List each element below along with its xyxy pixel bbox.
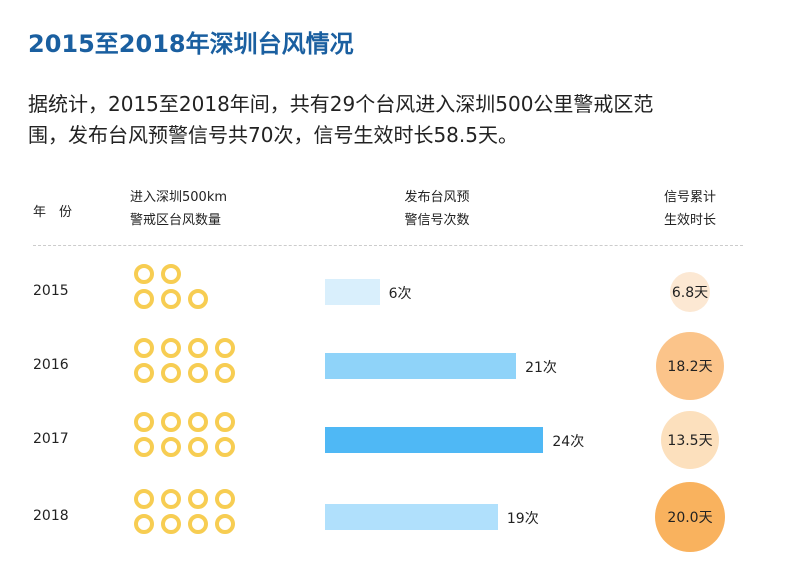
typhoon-icon [215, 437, 235, 457]
typhoon-icon [161, 338, 181, 358]
typhoon-icon [134, 338, 154, 358]
warning-bar-label: 19次 [506, 511, 539, 527]
typhoon-icon [215, 514, 235, 534]
header-warnings-line-2: 警信号次数 [404, 213, 470, 228]
typhoon-icon [134, 363, 154, 383]
header-duration: 信号累计 生效时长 [640, 186, 740, 232]
divider [33, 245, 743, 246]
header-typhoons: 进入深圳500km 警戒区台风数量 [130, 186, 227, 232]
typhoon-icon [134, 437, 154, 457]
typhoon-icon [188, 289, 208, 309]
duration-bubble: 13.5天 [661, 411, 719, 469]
duration-bubble: 6.8天 [670, 272, 710, 312]
typhoon-icon [161, 437, 181, 457]
header-duration-line-2: 生效时长 [663, 213, 716, 228]
year-label: 2016 [33, 357, 69, 373]
typhoon-icon [161, 514, 181, 534]
typhoon-icon [215, 489, 235, 509]
typhoon-icon [188, 412, 208, 432]
typhoon-icon [134, 264, 154, 284]
typhoon-icon [161, 412, 181, 432]
typhoon-icon [188, 489, 208, 509]
typhoon-icon [134, 412, 154, 432]
page-title: 2015至2018年深圳台风情况 [28, 30, 354, 58]
intro-line-1: 据统计，2015至2018年间，共有29个台风进入深圳500公里警戒区范 [28, 92, 654, 116]
typhoon-icon [188, 514, 208, 534]
warning-bar-label: 24次 [552, 434, 585, 450]
typhoon-icon [215, 338, 235, 358]
year-label: 2015 [33, 283, 69, 299]
warning-bar [325, 353, 517, 379]
typhoon-icon [188, 437, 208, 457]
header-typhoons-line-2: 警戒区台风数量 [130, 213, 222, 228]
warning-bar [325, 504, 498, 530]
warning-bar-label: 6次 [388, 286, 412, 302]
warning-bar-label: 21次 [525, 360, 557, 376]
typhoon-icon [215, 363, 235, 383]
typhoon-icon [161, 489, 181, 509]
typhoon-icon [134, 289, 154, 309]
typhoon-icon [161, 363, 181, 383]
header-typhoons-line-1: 进入深圳500km [130, 190, 228, 205]
duration-bubble: 18.2天 [656, 332, 724, 400]
typhoon-icon [188, 338, 208, 358]
header-year: 年 份 [33, 205, 73, 220]
typhoon-icon [161, 289, 181, 309]
typhoon-icon [161, 264, 181, 284]
header-duration-line-1: 信号累计 [663, 190, 716, 205]
intro-line-2: 围，发布台风预警信号共70次，信号生效时长58.5天。 [28, 123, 518, 147]
typhoon-icon [215, 412, 235, 432]
typhoon-icon [188, 363, 208, 383]
header-warnings-line-1: 发布台风预 [404, 190, 470, 205]
warning-bar [325, 427, 544, 453]
header-warnings: 发布台风预 警信号次数 [387, 186, 487, 232]
warning-bar [325, 279, 380, 305]
typhoon-icon [134, 514, 154, 534]
duration-bubble: 20.0天 [655, 482, 725, 552]
typhoon-icon [134, 489, 154, 509]
year-label: 2017 [33, 431, 69, 447]
year-label: 2018 [33, 508, 69, 524]
